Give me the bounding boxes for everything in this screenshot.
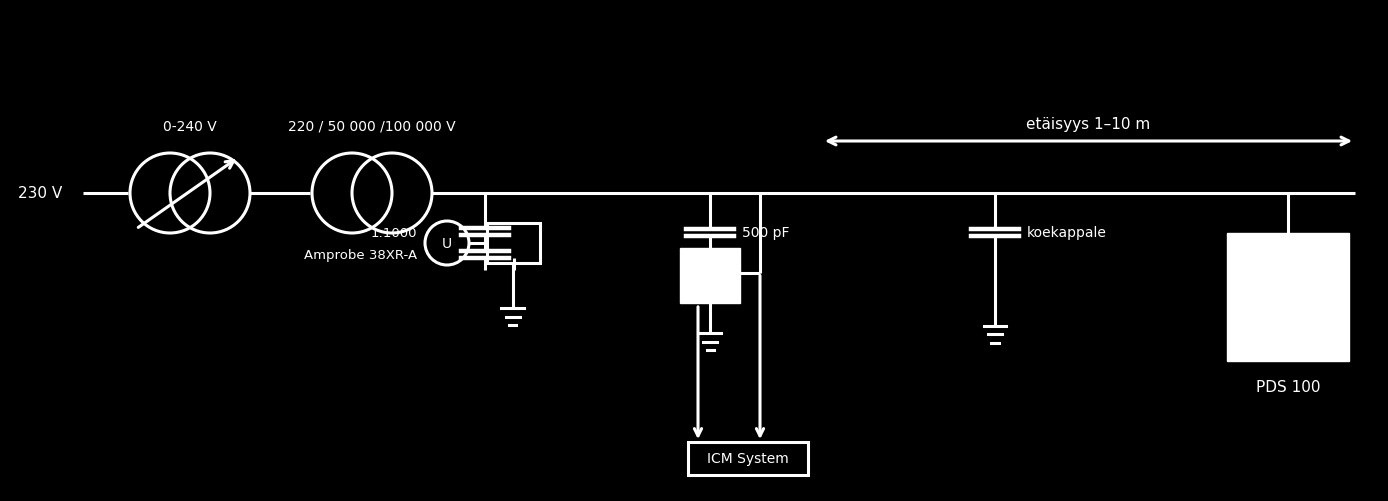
Text: 1:1000: 1:1000 [371,227,416,240]
Text: Amprobe 38XR-A: Amprobe 38XR-A [304,249,416,262]
Text: 500 pF: 500 pF [743,226,790,240]
Bar [680,248,740,304]
Text: 220 / 50 000 /100 000 V: 220 / 50 000 /100 000 V [289,120,455,134]
Text: U: U [441,236,452,250]
Text: etäisyys 1–10 m: etäisyys 1–10 m [1026,117,1151,132]
Bar [1227,233,1349,361]
Text: 230 V: 230 V [18,186,62,201]
Text: koekappale: koekappale [1027,226,1106,240]
Bar [688,442,808,475]
Text: ICM System: ICM System [706,451,788,465]
Text: 0-240 V: 0-240 V [164,120,217,134]
Bar [487,223,540,264]
Text: PDS 100: PDS 100 [1256,379,1320,394]
